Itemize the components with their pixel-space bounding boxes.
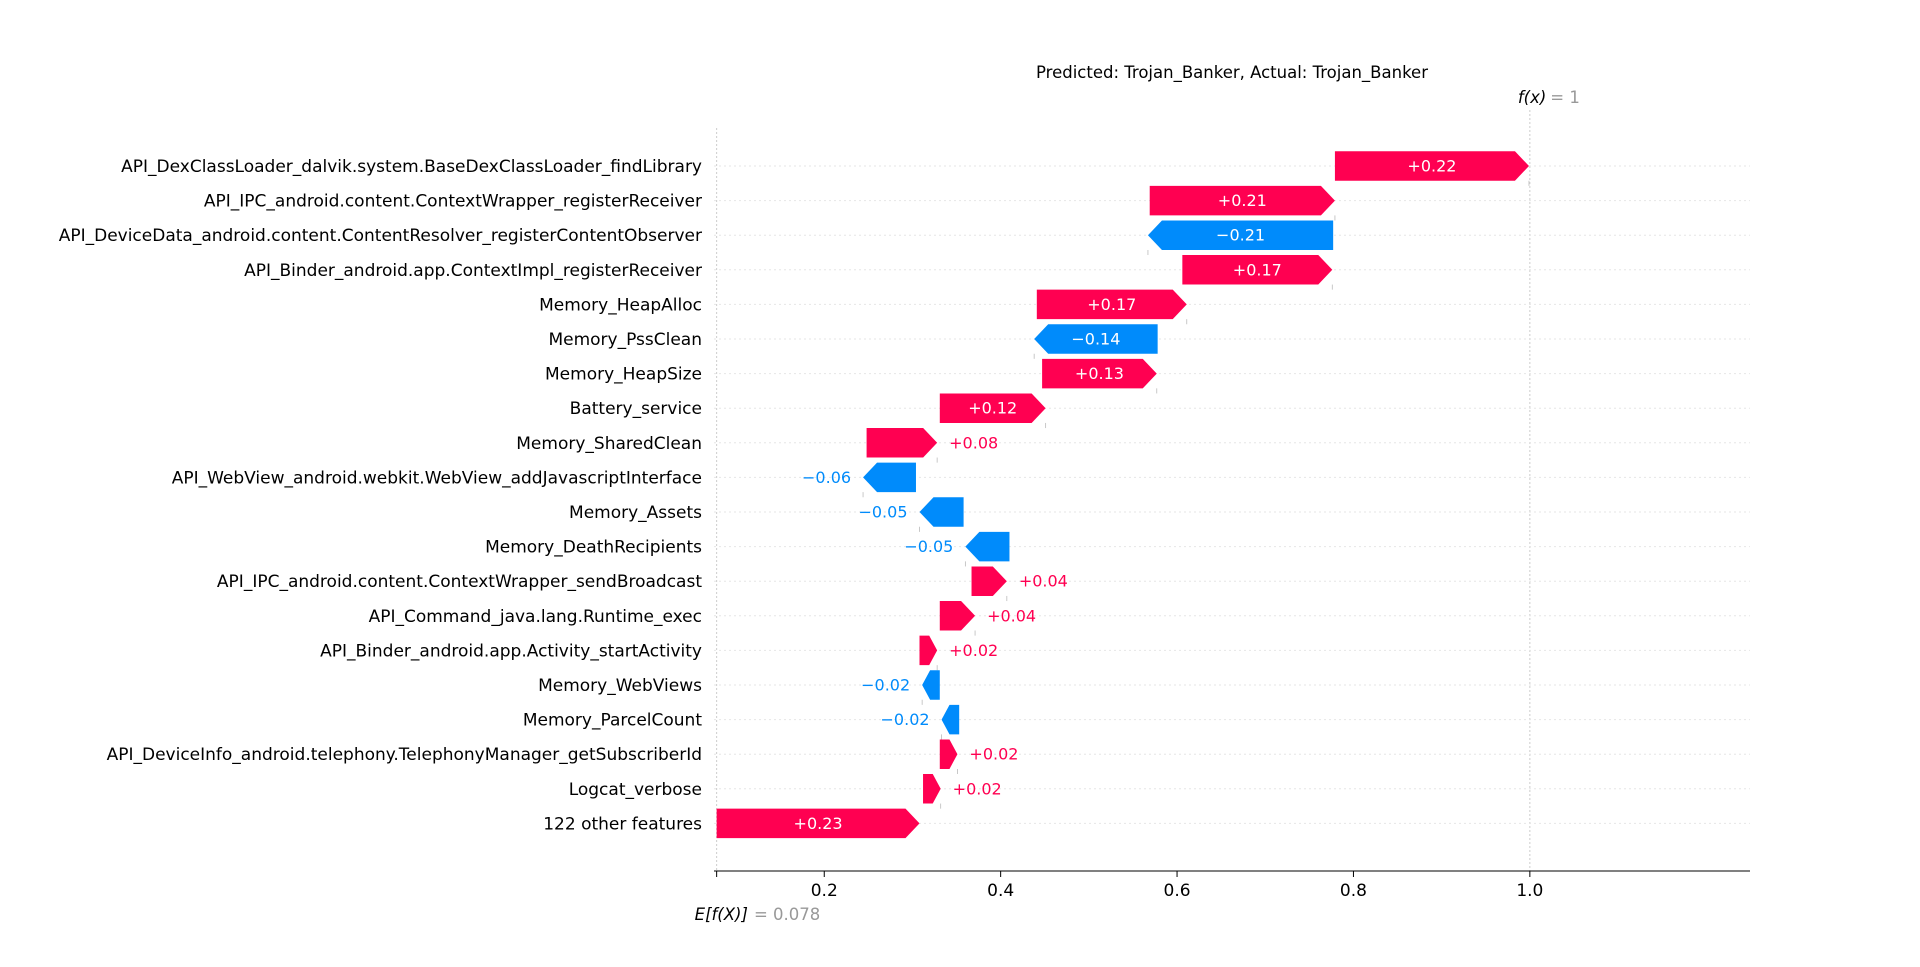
feature-label: API_Binder_android.app.ContextImpl_regis…	[244, 261, 702, 281]
feature-label: API_IPC_android.content.ContextWrapper_r…	[204, 192, 702, 212]
bar-value-label: −0.05	[904, 537, 953, 556]
bar-value-label: −0.02	[881, 710, 930, 729]
bar-value-label: +0.13	[1075, 364, 1124, 383]
x-tick-label: 0.6	[1164, 881, 1191, 901]
bar-positive	[919, 635, 938, 666]
bar-positive	[939, 601, 976, 631]
bar-negative	[941, 704, 960, 735]
output-value-annotation: f(x) = 1	[1518, 88, 1580, 107]
feature-label: Memory_HeapSize	[545, 365, 702, 385]
feature-label: API_DeviceInfo_android.telephony.Telepho…	[107, 745, 702, 765]
bar-positive	[1334, 151, 1529, 181]
axis-notes: E[f(X)] = 0.078 f(x) = 1	[695, 88, 1580, 924]
bar-value-label: +0.23	[794, 814, 843, 833]
bar-value-label: +0.21	[1218, 191, 1267, 210]
bar-negative	[1147, 220, 1334, 250]
bar-value-label: +0.02	[949, 641, 998, 660]
bar-negative	[863, 462, 916, 493]
bar-value-label: +0.12	[968, 399, 1017, 418]
feature-label: Memory_DeathRecipients	[485, 538, 702, 558]
feature-labels: API_DexClassLoader_dalvik.system.BaseDex…	[59, 157, 703, 834]
bar-negative	[965, 531, 1010, 562]
bar-value-label: −0.02	[861, 676, 910, 695]
bar-negative	[922, 670, 940, 700]
base-value-annotation: E[f(X)] = 0.078	[695, 905, 821, 924]
feature-label: Logcat_verbose	[569, 780, 702, 800]
bar-value-label: −0.06	[802, 468, 851, 487]
bar-value-label: +0.02	[953, 779, 1002, 798]
bar-positive	[1149, 185, 1335, 216]
feature-label: API_DexClassLoader_dalvik.system.BaseDex…	[121, 157, 702, 177]
bar-positive	[939, 739, 958, 769]
bar-value-label: −0.14	[1071, 330, 1120, 349]
bar-value-label: +0.02	[969, 745, 1018, 764]
x-tick-label: 1.0	[1516, 881, 1543, 901]
chart-title: Predicted: Trojan_Banker, Actual: Trojan…	[1036, 63, 1428, 83]
bar-value-label: +0.17	[1087, 295, 1136, 314]
bar-positive	[716, 808, 920, 839]
feature-label: Memory_ParcelCount	[523, 711, 703, 731]
bar-negative	[919, 497, 964, 527]
feature-label: API_Command_java.lang.Runtime_exec	[369, 607, 702, 627]
x-axis: 0.2 0.4 0.6 0.8 1.0	[714, 870, 1750, 901]
bar-value-label: +0.04	[987, 606, 1036, 625]
bar-positive	[866, 428, 938, 458]
feature-label: 122 other features	[543, 814, 702, 834]
bar-value-label: +0.08	[949, 433, 998, 452]
feature-label: Memory_SharedClean	[516, 434, 702, 454]
feature-label: API_Binder_android.app.Activity_startAct…	[320, 641, 702, 661]
feature-label: API_IPC_android.content.ContextWrapper_s…	[217, 572, 702, 592]
feature-label: Memory_Assets	[569, 503, 702, 523]
bar-value-label: −0.21	[1216, 226, 1265, 245]
feature-label: Battery_service	[570, 399, 702, 419]
bar-value-label: +0.17	[1233, 260, 1282, 279]
bar-positive	[939, 393, 1046, 423]
x-tick-label: 0.4	[987, 881, 1014, 901]
bar-positive	[923, 774, 941, 804]
bar-positive	[1036, 289, 1187, 320]
feature-label: API_WebView_android.webkit.WebView_addJa…	[172, 468, 702, 488]
feature-label: Memory_WebViews	[538, 676, 702, 696]
bar-positive	[1042, 358, 1157, 389]
bar-value-label: −0.05	[858, 503, 907, 522]
bars-layer: +0.22 +0.21 −0.21 +0.17 +0.17 −0.14 +0.13 +0.12…	[716, 151, 1529, 839]
x-tick-label: 0.8	[1340, 881, 1367, 901]
bar-positive	[971, 566, 1007, 596]
grid-layer	[714, 110, 1750, 871]
bar-negative	[1034, 324, 1158, 354]
bar-value-label: +0.22	[1407, 157, 1456, 176]
feature-label: Memory_PssClean	[548, 330, 702, 350]
x-tick-label: 0.2	[811, 881, 838, 901]
bar-positive	[1182, 255, 1333, 285]
feature-label: Memory_HeapAlloc	[539, 295, 702, 315]
feature-label: API_DeviceData_android.content.ContentRe…	[59, 226, 702, 246]
bar-value-label: +0.04	[1019, 572, 1068, 591]
